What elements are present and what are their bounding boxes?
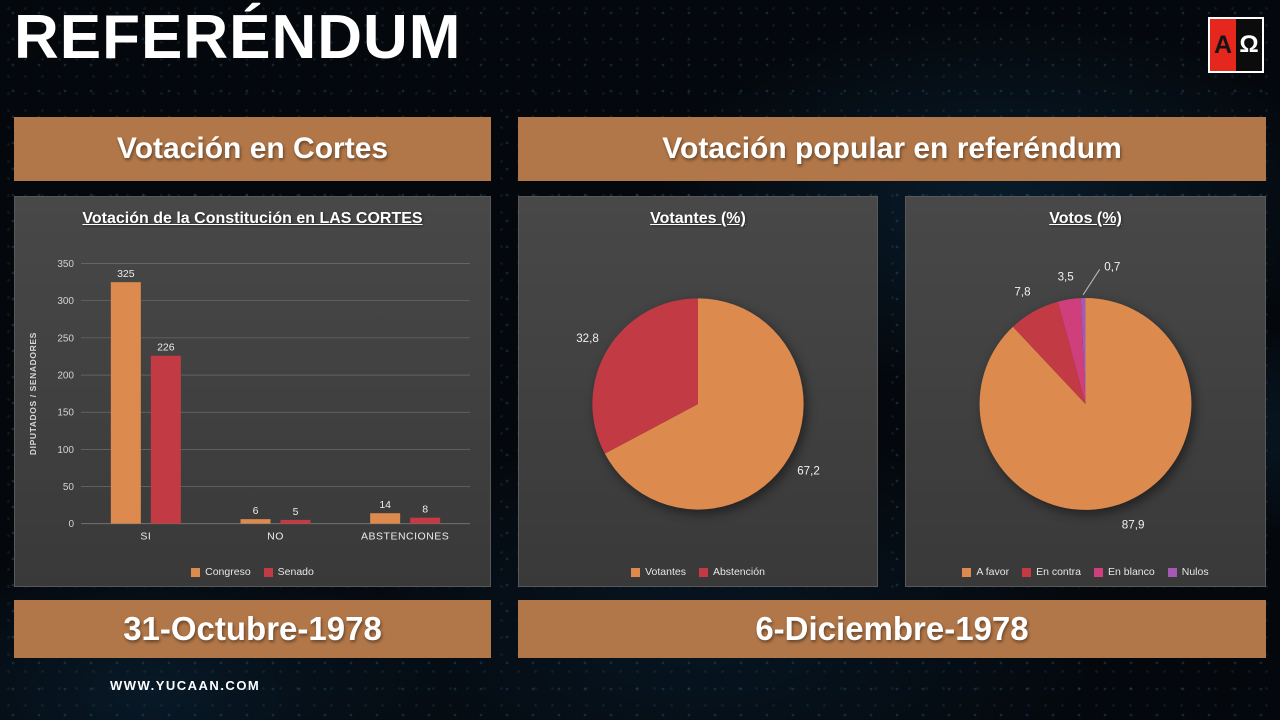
svg-text:ABSTENCIONES: ABSTENCIONES <box>361 530 449 542</box>
legend-item: Nulos <box>1167 566 1209 578</box>
panel-pie-votantes: Votantes (%) 67,2 32,8 Votantes Abstención <box>518 196 878 587</box>
legend-item: Abstención <box>698 566 765 578</box>
panel-bar-chart: Votación de la Constitución en LAS CORTE… <box>14 196 491 587</box>
legend-swatch <box>191 567 201 577</box>
svg-text:150: 150 <box>57 407 74 418</box>
svg-text:325: 325 <box>117 268 135 280</box>
svg-text:6: 6 <box>253 505 259 517</box>
svg-text:300: 300 <box>57 296 74 307</box>
svg-text:100: 100 <box>57 445 74 456</box>
svg-text:SI: SI <box>140 530 151 542</box>
legend-item: A favor <box>962 566 1009 578</box>
legend-item: En blanco <box>1094 566 1155 578</box>
svg-text:0: 0 <box>68 519 74 530</box>
svg-text:250: 250 <box>57 333 74 344</box>
header-votacion-cortes: Votación en Cortes <box>14 117 491 181</box>
page-title: REFERÉNDUM <box>14 3 462 72</box>
pie-votos-title: Votos (%) <box>1049 210 1122 227</box>
chart-legend: A favor En contra En blanco Nulos <box>916 563 1255 580</box>
website-url: WWW.YUCAAN.COM <box>110 678 261 693</box>
svg-text:5: 5 <box>293 506 299 518</box>
svg-text:7,8: 7,8 <box>1014 285 1030 298</box>
date-referendum: 6-Diciembre-1978 <box>518 600 1266 658</box>
legend-item: Congreso <box>191 566 251 578</box>
bar-chart-canvas: 0 50 100 150 200 250 300 350 SI 325 226 NO 6 5 ABSTENC… <box>28 259 470 542</box>
svg-text:8: 8 <box>422 503 428 515</box>
legend-swatch <box>1167 567 1177 577</box>
legend-item: Senado <box>263 566 314 578</box>
legend-swatch <box>631 567 641 577</box>
svg-text:50: 50 <box>63 482 75 493</box>
svg-text:32,8: 32,8 <box>576 332 599 345</box>
legend-swatch <box>263 567 273 577</box>
pie-chart-canvas: 67,2 32,8 <box>576 298 820 510</box>
svg-text:87,9: 87,9 <box>1122 518 1145 531</box>
legend-swatch <box>962 567 972 577</box>
chart-legend: Congreso Senado <box>25 563 480 580</box>
pie-votantes-title: Votantes (%) <box>650 210 746 227</box>
svg-text:NO: NO <box>267 530 284 542</box>
svg-text:0,7: 0,7 <box>1104 260 1120 273</box>
header-votacion-referendum: Votación popular en referéndum <box>518 117 1266 181</box>
legend-swatch <box>698 567 708 577</box>
svg-text:350: 350 <box>57 259 74 270</box>
svg-text:14: 14 <box>379 499 391 511</box>
svg-text:3,5: 3,5 <box>1058 270 1074 283</box>
svg-text:200: 200 <box>57 370 74 381</box>
bar-chart-title: Votación de la Constitución en LAS CORTE… <box>82 210 423 227</box>
pie-chart-votantes: 67,2 32,8 Votantes Abstención <box>529 232 867 580</box>
pie-chart-votos: 87,9 7,8 3,5 0,7 A favor En contra En blanco Nu… <box>916 232 1255 580</box>
pie-chart-canvas: 87,9 7,8 3,5 0,7 <box>979 260 1192 531</box>
svg-text:DIPUTADOS / SENADORES: DIPUTADOS / SENADORES <box>28 332 38 455</box>
alpha-omega-logo: A Ω <box>1208 17 1264 73</box>
date-cortes: 31-Octubre-1978 <box>14 600 491 658</box>
chart-legend: Votantes Abstención <box>529 563 867 580</box>
legend-item: Votantes <box>631 566 686 578</box>
svg-text:67,2: 67,2 <box>797 464 820 477</box>
logo-alpha-letter: A <box>1210 19 1236 71</box>
legend-item: En contra <box>1022 566 1081 578</box>
legend-swatch <box>1022 567 1032 577</box>
legend-swatch <box>1094 567 1104 577</box>
svg-text:226: 226 <box>157 342 175 354</box>
panel-pie-votos: Votos (%) 87,9 7,8 3,5 0,7 A favor En contra E… <box>905 196 1266 587</box>
logo-omega-letter: Ω <box>1236 19 1262 71</box>
bar-chart: 0 50 100 150 200 250 300 350 SI 325 226 NO 6 5 ABSTENC… <box>25 232 480 580</box>
